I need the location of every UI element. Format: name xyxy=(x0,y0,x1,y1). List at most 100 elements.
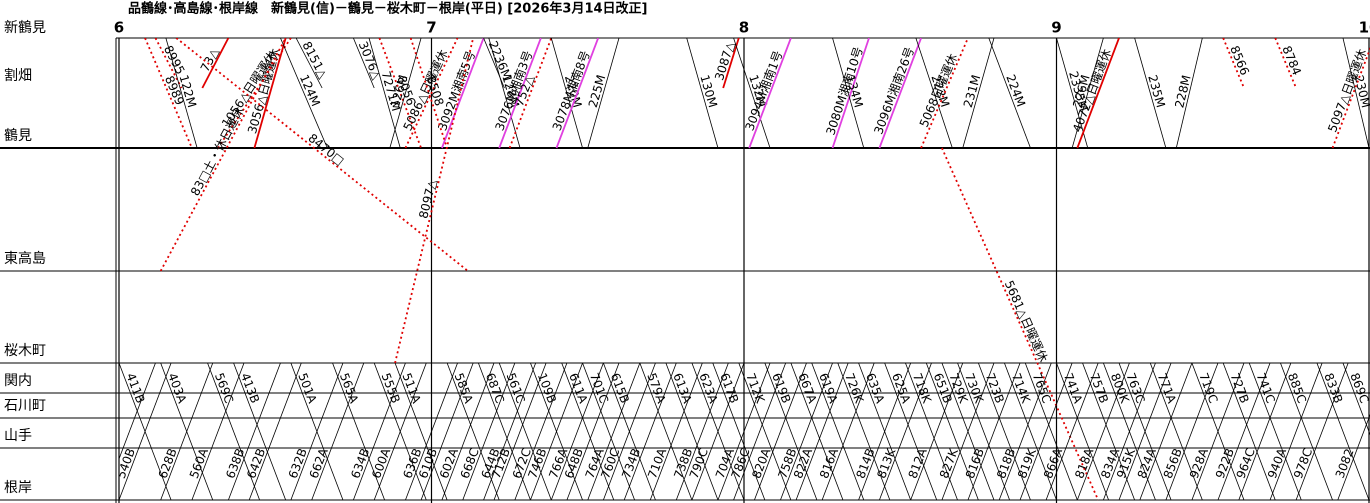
train-line xyxy=(353,38,375,89)
train-line xyxy=(649,362,703,501)
train-line xyxy=(441,38,485,149)
train-line xyxy=(1222,38,1245,89)
train-line xyxy=(879,362,932,501)
train-line xyxy=(962,38,995,149)
train-line xyxy=(1248,362,1302,501)
train-line xyxy=(373,362,427,501)
train-line xyxy=(311,362,365,501)
hour-label: 9 xyxy=(1051,19,1061,37)
hour-label: 10 xyxy=(1359,19,1370,37)
train-line xyxy=(1274,38,1297,89)
train-line xyxy=(201,38,230,89)
train-line xyxy=(1056,38,1089,149)
train-line xyxy=(1337,414,1370,501)
train-line xyxy=(748,38,792,149)
train-line xyxy=(493,362,547,501)
station-label: 根岸 xyxy=(4,480,32,496)
train-line xyxy=(1149,362,1203,501)
train-line xyxy=(691,362,745,501)
train-line xyxy=(1045,362,1099,501)
train-line xyxy=(1295,362,1349,501)
train-line xyxy=(253,38,287,149)
train-line xyxy=(478,362,531,501)
train-line xyxy=(404,38,459,149)
train-line xyxy=(207,362,260,501)
train-line xyxy=(233,362,287,501)
train-line xyxy=(561,362,615,501)
train-line xyxy=(790,362,844,501)
train-line xyxy=(858,362,912,501)
train-line xyxy=(1139,362,1193,501)
hour-label: 6 xyxy=(114,19,124,37)
station-label: 関内 xyxy=(4,373,32,389)
train-line xyxy=(550,38,583,149)
train-line xyxy=(555,38,600,149)
train-line xyxy=(332,362,385,501)
train-line xyxy=(394,362,448,501)
train-line xyxy=(1024,362,1078,501)
train-line xyxy=(1222,362,1276,501)
train-line xyxy=(998,362,1052,501)
train-line xyxy=(733,38,771,149)
train-line xyxy=(119,362,172,501)
train-line xyxy=(295,38,323,89)
train-line xyxy=(441,362,495,501)
train-line xyxy=(280,38,328,149)
train-line xyxy=(1019,362,1073,501)
train-line xyxy=(462,362,516,501)
train-line xyxy=(587,38,620,149)
train-line xyxy=(1165,362,1219,501)
train-line xyxy=(717,362,771,501)
train-line xyxy=(915,38,953,149)
train-line xyxy=(191,362,245,501)
train-line xyxy=(160,362,214,501)
train-line xyxy=(394,38,475,364)
train-line xyxy=(409,38,448,149)
train-line xyxy=(1217,362,1271,501)
train-line xyxy=(967,362,1021,501)
train-line xyxy=(530,362,583,501)
train-line xyxy=(1118,362,1172,501)
train-line xyxy=(1071,38,1104,149)
train-line xyxy=(488,38,521,149)
train-line xyxy=(446,362,500,501)
train-line xyxy=(1238,362,1292,501)
train-line xyxy=(733,362,787,501)
train-line xyxy=(831,38,870,149)
train-line xyxy=(119,362,156,461)
train-line xyxy=(884,362,938,501)
train-line xyxy=(353,362,406,501)
train-line xyxy=(686,38,719,149)
train-line xyxy=(420,362,474,501)
train-line xyxy=(228,362,281,501)
station-label: 新鶴見 xyxy=(4,19,46,36)
train-line xyxy=(483,362,537,501)
train-line xyxy=(1342,362,1370,436)
train-line xyxy=(1134,38,1167,149)
hour-label: 7 xyxy=(426,19,436,37)
train-line xyxy=(1076,362,1130,501)
train-line xyxy=(925,362,979,501)
train-line xyxy=(514,362,568,501)
train-line xyxy=(1280,362,1333,501)
train-line xyxy=(941,362,995,501)
train-line xyxy=(639,362,693,501)
station-label: 桜木町 xyxy=(4,343,46,359)
train-line xyxy=(811,362,865,501)
train-line xyxy=(754,362,807,501)
train-line xyxy=(764,362,818,501)
train-line xyxy=(665,362,719,501)
train-line xyxy=(603,362,656,501)
train-line xyxy=(498,38,542,149)
train-line xyxy=(832,38,865,149)
station-label: 山手 xyxy=(4,428,32,444)
train-line xyxy=(957,362,1010,501)
train-line xyxy=(1316,362,1370,501)
train-line xyxy=(795,362,849,501)
train-line xyxy=(217,38,292,149)
train-line xyxy=(587,362,641,501)
train-line xyxy=(1342,38,1370,149)
